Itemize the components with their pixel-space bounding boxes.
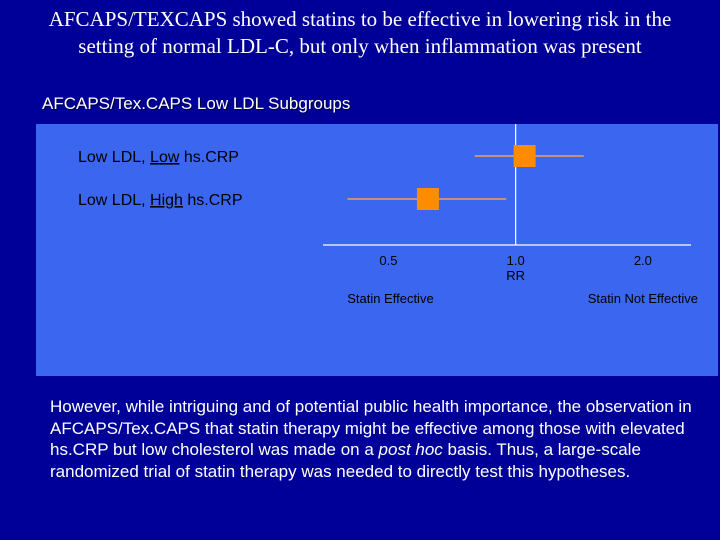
row-label-suffix: hs.CRP (179, 149, 239, 166)
rr-marker-2 (416, 188, 439, 210)
body-paragraph: However, while intriguing and of potenti… (50, 396, 710, 482)
row-label-1: Low LDL, Low hs.CRP (78, 149, 239, 166)
chart-panel: Low LDL, Low hs.CRP Low LDL, High hs.CRP 0… (36, 124, 718, 376)
chart-subtitle: AFCAPS/Tex.CAPS Low LDL Subgroups (42, 94, 351, 113)
row-label-prefix: Low LDL, (78, 192, 150, 209)
tick-label-2.0: 2.0 (634, 253, 652, 268)
body-text-end: basis. Thus, a large-scale randomized tr… (50, 440, 641, 481)
row-label-emphasis: High (150, 192, 183, 209)
body-text-italic: post hoc (378, 440, 443, 459)
row-label-emphasis: Low (150, 149, 180, 166)
row-label-2: Low LDL, High hs.CRP (78, 192, 243, 209)
annotation-statin-effective: Statin Effective (347, 291, 433, 306)
row-label-prefix: Low LDL, (78, 149, 150, 166)
x-axis-label: RR (506, 268, 525, 283)
annotation-statin-not-effective: Statin Not Effective (588, 291, 698, 306)
body-text-start: However, while intriguing and of potenti… (50, 397, 692, 459)
row-label-suffix: hs.CRP (183, 192, 243, 209)
tick-label-0.5: 0.5 (379, 253, 397, 268)
rr-marker-1 (513, 145, 536, 167)
tick-label-1.0: 1.0 (507, 253, 525, 268)
slide-title: AFCAPS/TEXCAPS showed statins to be effe… (48, 7, 672, 58)
